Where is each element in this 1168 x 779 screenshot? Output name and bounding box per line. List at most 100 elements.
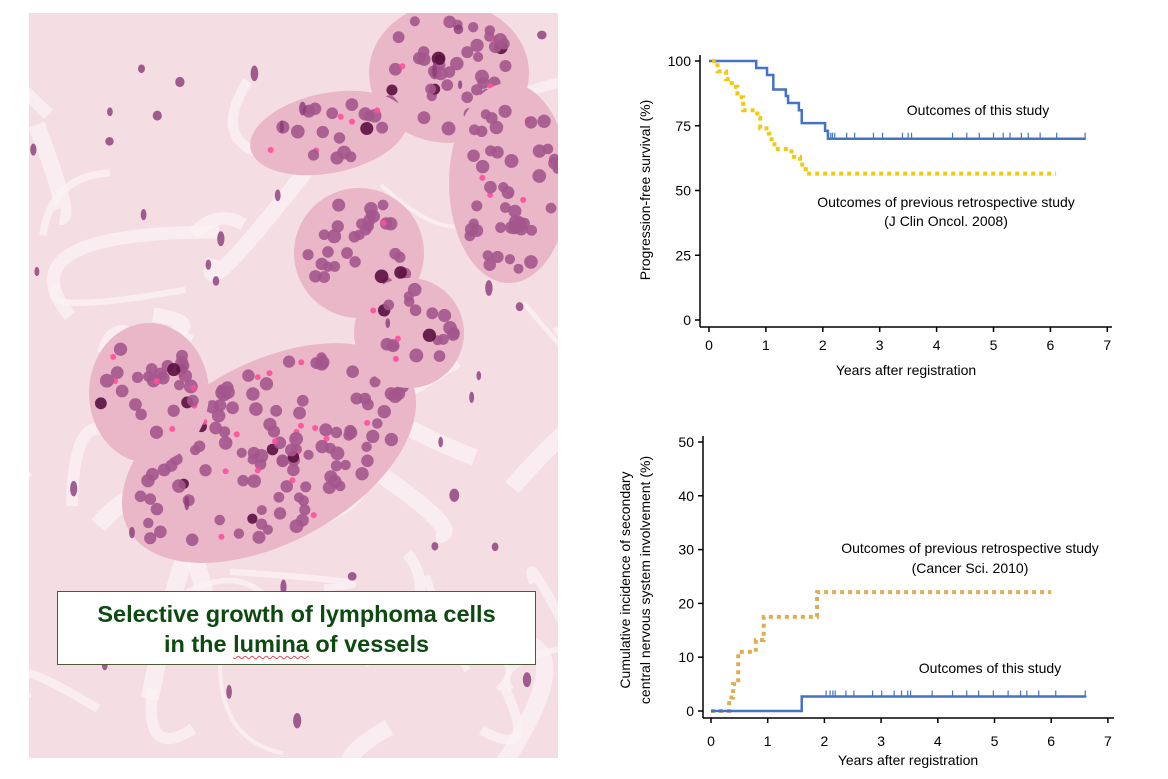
stromal-nucleus <box>274 189 281 202</box>
lymphoma-cell <box>491 145 504 159</box>
lymphoma-cell <box>341 247 353 259</box>
lymphoma-cell <box>498 104 512 118</box>
y-tick-label: 50 <box>678 434 694 450</box>
lymphoma-cell <box>287 463 300 477</box>
red-blood-cell <box>349 118 356 125</box>
lymphoma-cell <box>443 321 457 335</box>
lymphoma-cell <box>334 480 346 492</box>
lymphoma-cell <box>394 266 407 279</box>
x-tick-label: 0 <box>707 733 715 749</box>
lymphoma-cell <box>333 132 346 144</box>
red-blood-cell <box>153 378 160 385</box>
lymphoma-cell <box>482 250 493 261</box>
stroma-fiber <box>342 720 394 758</box>
lymphoma-cell <box>484 31 495 42</box>
lymphoma-cell <box>186 394 199 407</box>
lymphoma-cell <box>142 371 154 382</box>
lymphoma-cell <box>366 429 380 444</box>
lymphoma-cell <box>473 51 484 63</box>
stromal-nucleus <box>431 542 439 551</box>
stromal-nucleus <box>347 571 357 581</box>
lymphoma-cell <box>386 84 398 96</box>
lymphoma-cell <box>299 504 311 516</box>
x-tick-label: 7 <box>1103 337 1111 353</box>
x-tick-label: 2 <box>819 337 827 353</box>
cns-label-this-study: Outcomes of this study <box>919 660 1061 676</box>
y-tick-label: 20 <box>678 595 694 611</box>
lymphoma-cell <box>394 251 406 263</box>
lymphoma-cell <box>273 491 285 503</box>
stromal-nucleus <box>138 64 145 74</box>
x-tick-label: 2 <box>821 733 829 749</box>
red-blood-cell <box>312 425 319 432</box>
spellcheck-word: lumina <box>233 631 309 657</box>
lymphoma-cell <box>242 369 255 382</box>
lymphoma-cell <box>316 352 327 363</box>
x-tick-label: 1 <box>764 733 772 749</box>
y-tick-label: 30 <box>678 542 694 558</box>
lymphoma-cell <box>548 156 558 170</box>
lymphoma-cell <box>213 399 227 412</box>
lymphoma-cell <box>345 151 357 163</box>
lymphoma-cell <box>388 62 402 76</box>
lymphoma-cell <box>273 507 287 520</box>
red-blood-cell <box>110 353 117 360</box>
lymphoma-cell <box>302 249 314 261</box>
y-tick-label: 40 <box>678 488 694 504</box>
series-line-0 <box>709 59 1086 140</box>
lymphoma-cell <box>403 296 415 307</box>
stroma-fiber <box>521 301 558 347</box>
red-blood-cell <box>297 422 304 429</box>
red-blood-cell <box>169 425 176 432</box>
lymphoma-cell <box>218 426 231 438</box>
lymphoma-cell <box>218 436 233 450</box>
cns-ylabel-1: Cumulative incidence of secondary <box>617 471 633 688</box>
lymphoma-cell <box>247 513 258 524</box>
lymphoma-cell <box>384 432 399 447</box>
stromal-nucleus <box>476 371 482 381</box>
lymphoma-cell <box>344 424 357 438</box>
stromal-nucleus <box>140 208 147 221</box>
lymphoma-cell <box>467 22 479 33</box>
lymphoma-cell <box>326 107 339 120</box>
stroma-fiber <box>229 568 357 591</box>
lymphoma-cell <box>464 230 476 242</box>
lymphoma-cell <box>270 404 283 417</box>
red-blood-cell <box>520 196 527 203</box>
lymphoma-cell <box>367 210 381 223</box>
lymphoma-cell <box>282 355 296 368</box>
lymphoma-cell <box>280 480 294 493</box>
lymphoma-cell <box>409 304 422 317</box>
lymphoma-cell <box>256 505 267 516</box>
x-tick-label: 3 <box>877 733 885 749</box>
lymphoma-cell <box>300 481 312 493</box>
lymphoma-cell <box>172 479 186 493</box>
lymphoma-cell <box>360 121 374 136</box>
lymphoma-cell <box>157 463 171 477</box>
lymphoma-cell <box>115 384 129 398</box>
x-tick-label: 7 <box>1104 733 1112 749</box>
lymphoma-cell <box>276 455 289 468</box>
red-blood-cell <box>380 220 387 227</box>
stroma-fiber <box>29 86 53 119</box>
lymphoma-cell <box>285 443 298 457</box>
red-blood-cell <box>222 468 229 475</box>
lymphoma-cell <box>296 513 309 527</box>
lymphoma-cell <box>493 33 508 47</box>
stromal-nucleus <box>293 713 302 729</box>
lymphoma-cell <box>376 121 389 134</box>
lymphoma-cell <box>377 199 389 211</box>
lymphoma-cell <box>433 350 446 362</box>
lymphoma-cell <box>329 260 341 272</box>
lymphoma-cell <box>173 379 185 391</box>
red-blood-cell <box>298 359 305 366</box>
lymphoma-cell <box>189 444 201 456</box>
lymphoma-cell <box>318 229 330 241</box>
lymphoma-cell <box>252 530 266 544</box>
lymphoma-cell <box>262 524 273 535</box>
cns-chart: 0 10 20 30 40 50 0 1 2 3 4 5 6 7 <box>678 434 1114 749</box>
lymphoma-cell <box>135 408 147 421</box>
lymphoma-cell <box>514 222 528 236</box>
stromal-nucleus <box>438 436 444 448</box>
lymphoma-cell <box>177 359 190 372</box>
